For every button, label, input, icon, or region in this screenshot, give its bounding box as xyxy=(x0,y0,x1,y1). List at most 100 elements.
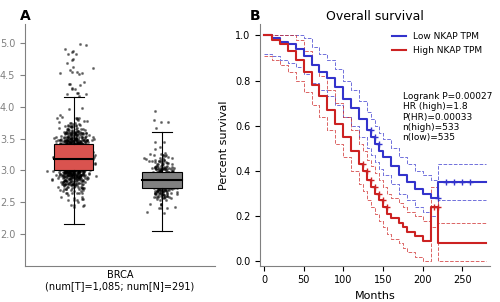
Point xyxy=(64,143,72,147)
Point xyxy=(64,185,72,190)
Point xyxy=(80,168,88,172)
Point xyxy=(66,158,74,162)
Point xyxy=(51,154,59,159)
Point xyxy=(73,191,81,196)
Point xyxy=(70,161,78,166)
Point xyxy=(90,136,98,141)
Point xyxy=(62,134,70,139)
Point xyxy=(64,155,72,159)
Point xyxy=(62,187,70,191)
Point xyxy=(81,162,89,167)
Point xyxy=(66,163,74,168)
Point xyxy=(61,169,69,174)
Point xyxy=(68,69,76,74)
Point xyxy=(66,167,74,172)
Point xyxy=(156,172,164,177)
Point xyxy=(76,157,84,162)
Point xyxy=(68,149,76,154)
Point xyxy=(64,169,72,174)
Point xyxy=(161,166,169,171)
Point xyxy=(80,173,88,178)
Point xyxy=(70,173,78,178)
Point xyxy=(58,162,66,166)
Point xyxy=(61,139,69,144)
Point xyxy=(64,156,72,161)
Point xyxy=(158,180,166,185)
Point xyxy=(60,182,68,187)
Point xyxy=(152,174,160,179)
Point xyxy=(56,159,64,163)
Point xyxy=(66,140,74,145)
Point xyxy=(66,143,74,148)
Point xyxy=(64,127,72,131)
Point xyxy=(76,152,84,157)
Point xyxy=(66,157,74,162)
Point xyxy=(76,147,84,152)
Point xyxy=(68,139,76,143)
Point xyxy=(70,204,78,209)
Point xyxy=(66,151,74,156)
Point xyxy=(62,169,70,173)
Point xyxy=(164,178,172,183)
Point xyxy=(58,164,66,169)
Point xyxy=(164,160,172,165)
Point xyxy=(144,173,152,178)
Point xyxy=(80,137,88,142)
Point xyxy=(64,139,72,143)
Point xyxy=(70,159,78,164)
Point xyxy=(70,147,78,152)
Point xyxy=(78,158,86,163)
Point xyxy=(150,190,158,195)
Point xyxy=(70,159,78,164)
Point xyxy=(70,143,78,148)
Point xyxy=(76,152,84,157)
Point xyxy=(60,139,68,143)
Point xyxy=(74,159,82,164)
Point xyxy=(87,159,95,164)
Point xyxy=(70,149,78,154)
Point xyxy=(163,206,171,210)
Point xyxy=(68,122,76,127)
Point xyxy=(156,169,164,174)
Point xyxy=(62,179,70,184)
Point xyxy=(64,150,72,155)
Point xyxy=(158,187,166,192)
Point xyxy=(76,174,84,179)
Point xyxy=(66,148,74,153)
Point xyxy=(76,150,84,155)
Point xyxy=(65,152,73,157)
Point xyxy=(58,159,66,163)
Point xyxy=(65,171,73,175)
Point xyxy=(156,190,164,195)
Point xyxy=(163,189,171,194)
Point xyxy=(158,184,166,189)
Point xyxy=(66,176,74,181)
Point xyxy=(74,115,82,120)
Point xyxy=(58,141,66,146)
Point xyxy=(74,91,82,96)
Point xyxy=(62,174,70,178)
Point xyxy=(154,175,162,180)
Point xyxy=(173,186,181,191)
Point xyxy=(80,164,88,169)
Point xyxy=(58,142,66,147)
Point xyxy=(67,169,75,174)
Point xyxy=(152,180,160,185)
Point xyxy=(80,151,88,156)
Point xyxy=(152,164,160,169)
Point xyxy=(74,145,82,149)
Point xyxy=(72,147,80,152)
Point xyxy=(66,151,74,156)
Point xyxy=(79,170,87,175)
Point xyxy=(168,172,175,177)
Point xyxy=(157,206,165,210)
Point xyxy=(51,166,59,171)
Point xyxy=(64,157,72,162)
Point xyxy=(54,153,62,158)
Point xyxy=(74,163,82,168)
Point xyxy=(66,155,74,159)
Point xyxy=(55,148,63,153)
Point xyxy=(64,152,72,156)
Point xyxy=(60,148,68,153)
Point xyxy=(68,157,76,162)
